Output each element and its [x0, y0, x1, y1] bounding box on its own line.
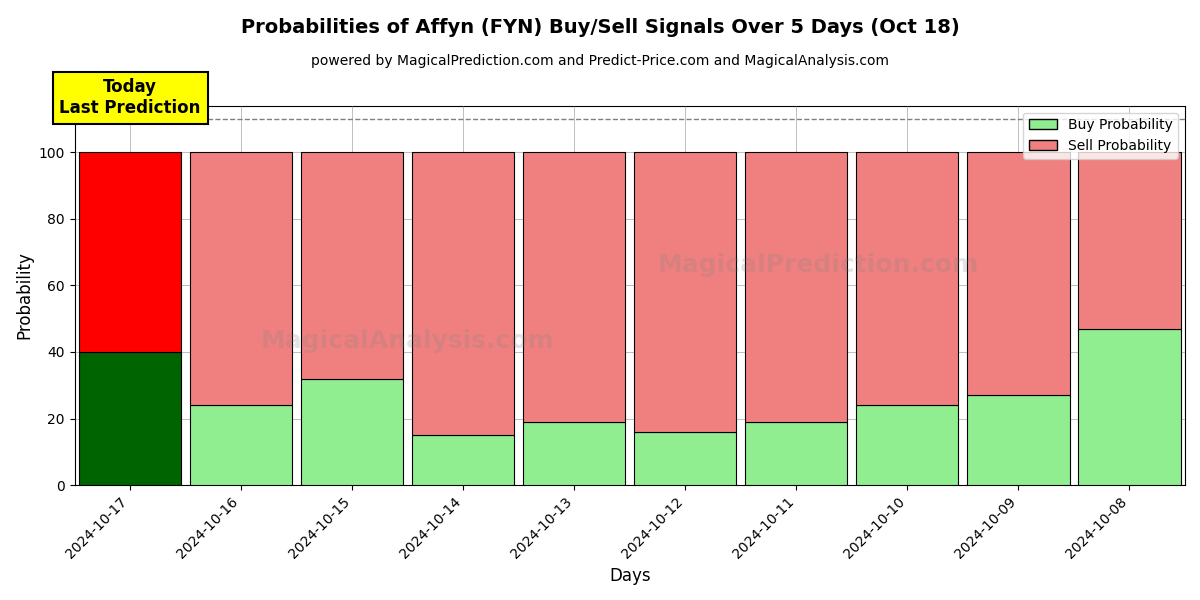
Text: Probabilities of Affyn (FYN) Buy/Sell Signals Over 5 Days (Oct 18): Probabilities of Affyn (FYN) Buy/Sell Si…: [241, 18, 959, 37]
Text: MagicalAnalysis.com: MagicalAnalysis.com: [260, 329, 554, 353]
Text: Today
Last Prediction: Today Last Prediction: [60, 79, 200, 117]
Bar: [745, 152, 847, 422]
Y-axis label: Probability: Probability: [16, 251, 34, 340]
Bar: [301, 152, 403, 379]
Bar: [967, 395, 1069, 485]
Bar: [523, 152, 625, 422]
Text: powered by MagicalPrediction.com and Predict-Price.com and MagicalAnalysis.com: powered by MagicalPrediction.com and Pre…: [311, 54, 889, 68]
Bar: [523, 422, 625, 485]
Bar: [190, 405, 293, 485]
Bar: [79, 152, 181, 352]
X-axis label: Days: Days: [610, 567, 650, 585]
Bar: [1079, 152, 1181, 329]
Bar: [412, 152, 515, 435]
Bar: [412, 435, 515, 485]
Bar: [1079, 329, 1181, 485]
Bar: [79, 352, 181, 485]
Bar: [190, 152, 293, 405]
Bar: [857, 405, 959, 485]
Bar: [967, 152, 1069, 395]
Text: MagicalPrediction.com: MagicalPrediction.com: [658, 253, 979, 277]
Bar: [301, 379, 403, 485]
Bar: [635, 152, 737, 432]
Bar: [857, 152, 959, 405]
Legend: Buy Probability, Sell Probability: Buy Probability, Sell Probability: [1024, 113, 1178, 158]
Bar: [635, 432, 737, 485]
Bar: [745, 422, 847, 485]
